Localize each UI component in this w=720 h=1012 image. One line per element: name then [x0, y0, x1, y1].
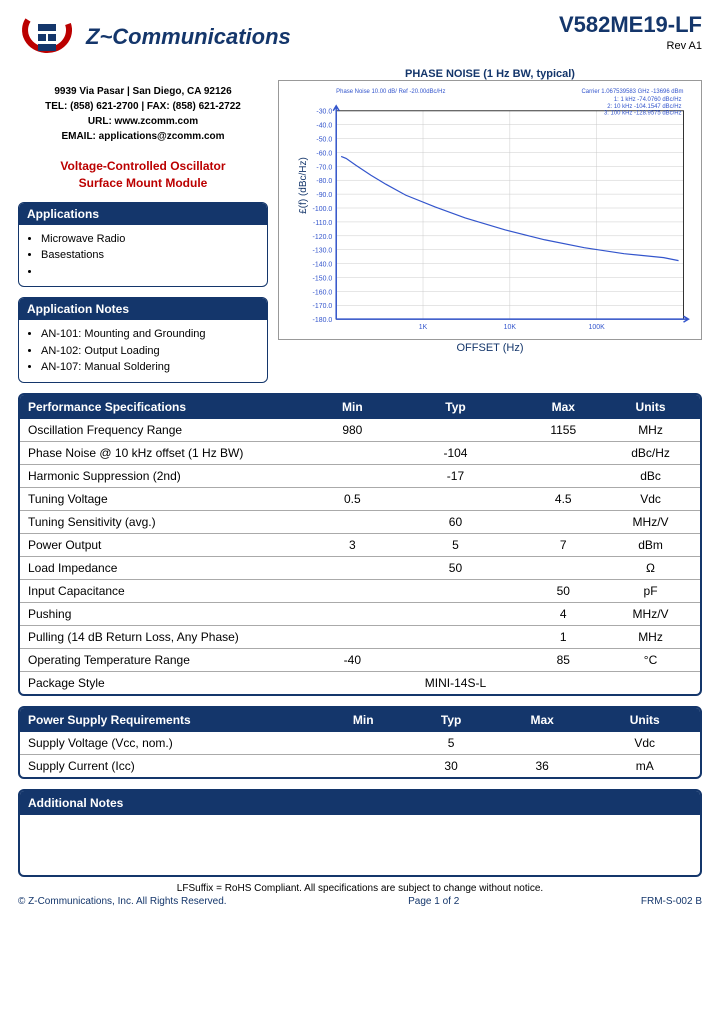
chart-x-label: OFFSET (Hz) [278, 342, 702, 354]
list-item: Microwave Radio [41, 231, 259, 248]
table-row: Pushing4MHz/V [20, 603, 700, 626]
svg-text:-90.0: -90.0 [316, 192, 332, 199]
applications-header: Applications [19, 203, 267, 225]
svg-text:-70.0: -70.0 [316, 164, 332, 171]
table-row: Pulling (14 dB Return Loss, Any Phase)1M… [20, 626, 700, 649]
contact-addr: 9939 Via Pasar | San Diego, CA 92126 [18, 84, 268, 99]
additional-notes-header: Additional Notes [20, 791, 700, 815]
svg-text:-140.0: -140.0 [313, 262, 333, 269]
contact-tel: TEL: (858) 621-2700 | FAX: (858) 621-272… [18, 99, 268, 114]
product-title: Voltage-Controlled Oscillator Surface Mo… [18, 158, 268, 192]
svg-text:Phase Noise 10.00 dB/ Ref -20.: Phase Noise 10.00 dB/ Ref -20.00dBc/Hz [336, 89, 445, 95]
table-row: Tuning Sensitivity (avg.)60MHz/V [20, 511, 700, 534]
perf-header: Performance Specifications [20, 395, 319, 419]
additional-notes-box: Additional Notes [18, 789, 702, 877]
list-item [41, 264, 259, 281]
svg-text:-100.0: -100.0 [313, 206, 333, 213]
svg-text:-80.0: -80.0 [316, 178, 332, 185]
applications-list: Microwave RadioBasestations [19, 225, 267, 287]
power-header: Power Supply Requirements [20, 708, 319, 732]
footer-left: © Z-Communications, Inc. All Rights Rese… [18, 896, 227, 907]
applications-box: Applications Microwave RadioBasestations [18, 202, 268, 288]
company-logo [18, 12, 78, 62]
list-item: Basestations [41, 247, 259, 264]
svg-text:1K: 1K [419, 324, 428, 331]
svg-text:-170.0: -170.0 [313, 303, 333, 310]
table-row: Operating Temperature Range-4085°C [20, 649, 700, 672]
additional-notes-body [20, 815, 700, 875]
svg-text:100K: 100K [589, 324, 606, 331]
svg-text:-50.0: -50.0 [316, 137, 332, 144]
appnotes-header: Application Notes [19, 298, 267, 320]
revision: Rev A1 [559, 40, 702, 52]
table-row: Tuning Voltage0.54.5Vdc [20, 488, 700, 511]
table-row: Package StyleMINI-14S-L [20, 672, 700, 694]
table-row: Input Capacitance50pF [20, 580, 700, 603]
contact-url: URL: www.zcomm.com [18, 114, 268, 129]
footer-row: © Z-Communications, Inc. All Rights Rese… [18, 896, 702, 907]
svg-text:-120.0: -120.0 [313, 234, 333, 241]
logo-area: Z~Communications [18, 12, 291, 62]
contact-email: EMAIL: applications@zcomm.com [18, 129, 268, 144]
svg-text:-60.0: -60.0 [316, 150, 332, 157]
table-row: Supply Current (Icc)3036mA [20, 755, 700, 777]
list-item: AN-102: Output Loading [41, 343, 259, 360]
chart-y-label: £(f) (dBc/Hz) [298, 157, 309, 214]
svg-text:-130.0: -130.0 [313, 248, 333, 255]
svg-text:10K: 10K [504, 324, 517, 331]
part-number: V582ME19-LF [559, 12, 702, 38]
table-row: Oscillation Frequency Range9801155MHz [20, 419, 700, 442]
svg-text:-110.0: -110.0 [313, 220, 332, 227]
contact-block: 9939 Via Pasar | San Diego, CA 92126 TEL… [18, 84, 268, 144]
list-item: AN-107: Manual Soldering [41, 359, 259, 376]
phase-noise-chart: -30.0 -40.0 -50.0 -60.0 -70.0 -80.0 -90.0 -100.… [278, 80, 702, 340]
appnotes-box: Application Notes AN-101: Mounting and G… [18, 297, 268, 383]
table-row: Power Output357dBm [20, 534, 700, 557]
chart-title: PHASE NOISE (1 Hz BW, typical) [278, 68, 702, 80]
footer-right: FRM-S-002 B [641, 896, 702, 907]
svg-text:-150.0: -150.0 [313, 275, 333, 282]
table-row: Phase Noise @ 10 kHz offset (1 Hz BW)-10… [20, 442, 700, 465]
table-row: Supply Voltage (Vcc, nom.)5Vdc [20, 732, 700, 755]
svg-text:1: 1 kHz -74.0760 dBc/Hz: 1: 1 kHz -74.0760 dBc/Hz [614, 97, 682, 103]
svg-text:Carrier 1.067539583 GHz -136: Carrier 1.067539583 GHz -13696 dBm [582, 89, 684, 95]
table-row: Harmonic Suppression (2nd)-17dBc [20, 465, 700, 488]
table-row: Load Impedance50Ω [20, 557, 700, 580]
performance-spec-table: Performance Specifications Min Typ Max U… [18, 393, 702, 696]
appnotes-list: AN-101: Mounting and GroundingAN-102: Ou… [19, 320, 267, 382]
svg-text:-180.0: -180.0 [313, 317, 333, 324]
company-name: Z~Communications [86, 24, 291, 50]
footer-mid: Page 1 of 2 [408, 896, 459, 907]
power-spec-table: Power Supply Requirements Min Typ Max Un… [18, 706, 702, 779]
svg-text:-40.0: -40.0 [316, 123, 332, 130]
svg-text:3: 100 kHz -128.9575 dBc/Hz: 3: 100 kHz -128.9575 dBc/Hz [604, 111, 682, 117]
footer-note: LFSuffix = RoHS Compliant. All specifica… [18, 883, 702, 894]
svg-text:-30.0: -30.0 [316, 109, 332, 116]
list-item: AN-101: Mounting and Grounding [41, 326, 259, 343]
svg-text:-160.0: -160.0 [313, 289, 333, 296]
svg-text:2: 10 kHz -104.1547 dBc/Hz: 2: 10 kHz -104.1547 dBc/Hz [607, 104, 681, 110]
